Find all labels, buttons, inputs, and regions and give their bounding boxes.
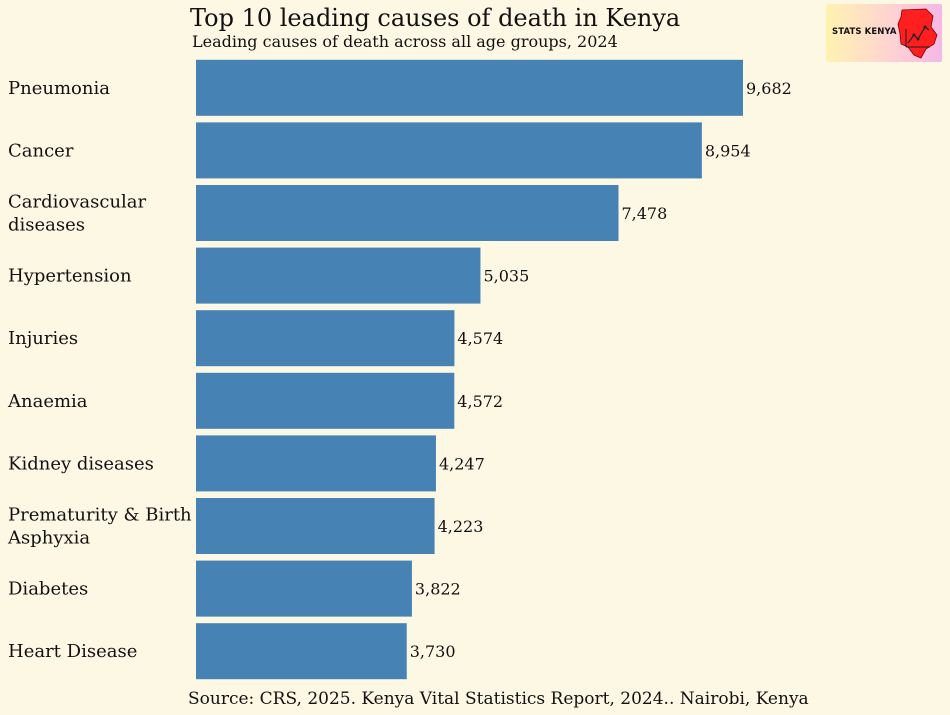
bar-9 bbox=[196, 560, 412, 617]
chart-source: Source: CRS, 2025. Kenya Vital Statistic… bbox=[188, 689, 809, 709]
value-label: 7,478 bbox=[621, 204, 667, 223]
category-label: Cardiovascular diseases bbox=[8, 192, 147, 236]
value-label: 8,954 bbox=[705, 141, 751, 160]
chart-subtitle: Leading causes of death across all age g… bbox=[192, 32, 618, 51]
bar-1 bbox=[196, 59, 743, 116]
bar-8 bbox=[196, 498, 435, 554]
category-label: Prematurity & Birth Asphyxia bbox=[7, 505, 192, 549]
bar-10 bbox=[196, 623, 407, 680]
value-label: 3,822 bbox=[415, 580, 461, 599]
bar-5 bbox=[196, 310, 455, 367]
logo-text: STATS KENYA bbox=[832, 27, 897, 37]
bar-2 bbox=[196, 122, 702, 179]
kenya-map-icon bbox=[897, 8, 938, 59]
value-label: 5,035 bbox=[483, 267, 529, 286]
value-label: 3,730 bbox=[410, 642, 456, 661]
category-label: Cancer bbox=[8, 140, 74, 161]
value-label: 4,247 bbox=[439, 454, 485, 473]
category-label: Hypertension bbox=[8, 266, 132, 287]
chart-title: Top 10 leading causes of death in Kenya bbox=[190, 4, 681, 32]
bar-7 bbox=[196, 435, 436, 492]
value-label: 4,574 bbox=[457, 329, 503, 348]
category-label: Kidney diseases bbox=[8, 453, 154, 474]
category-label: Pneumonia bbox=[8, 78, 110, 99]
bar-6 bbox=[196, 372, 455, 429]
stats-kenya-logo: STATS KENYA bbox=[826, 4, 942, 62]
bar-3 bbox=[196, 185, 619, 241]
category-label: Injuries bbox=[8, 328, 78, 349]
category-label: Diabetes bbox=[8, 579, 88, 600]
bar-4 bbox=[196, 247, 481, 304]
value-label: 9,682 bbox=[746, 79, 792, 98]
category-label: Heart Disease bbox=[8, 641, 137, 662]
category-label: Anaemia bbox=[7, 391, 88, 412]
value-label: 4,223 bbox=[438, 517, 484, 536]
value-label: 4,572 bbox=[457, 392, 503, 411]
